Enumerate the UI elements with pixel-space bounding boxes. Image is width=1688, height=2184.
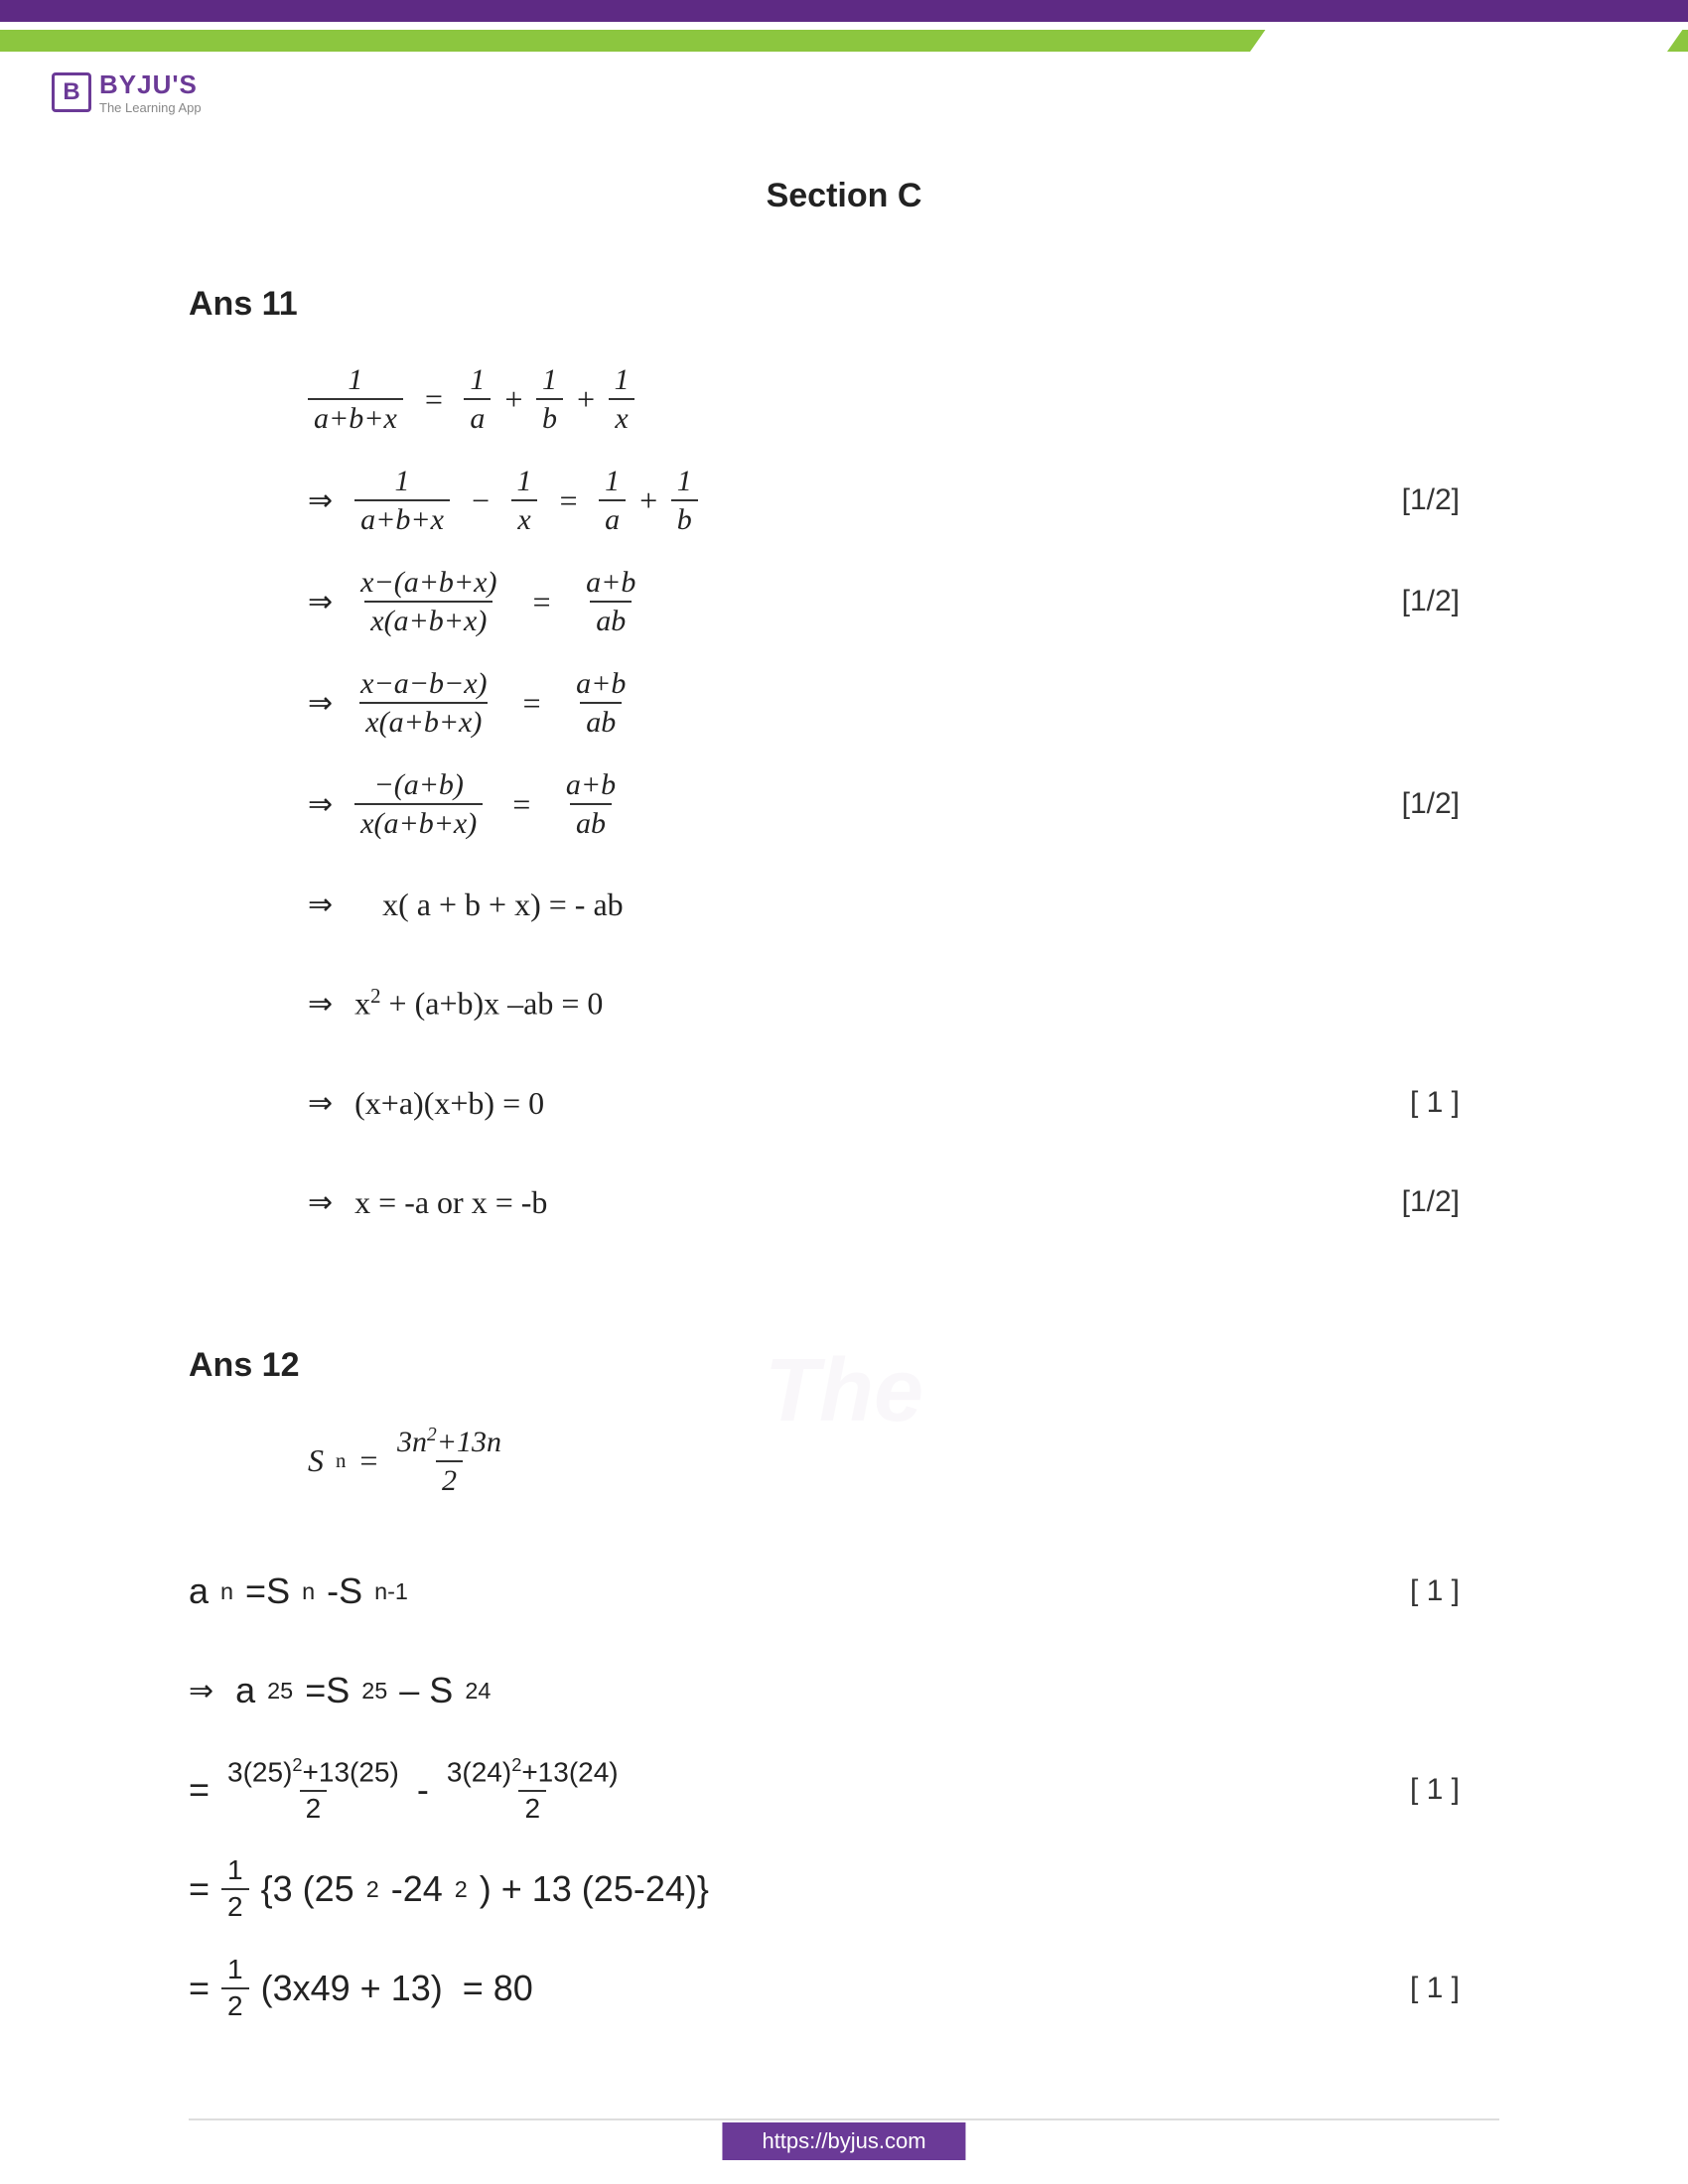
- step-row: =3(25)2+13(25)2 - 3(24)2+13(24)2 [ 1 ]: [189, 1755, 1499, 1825]
- step-row: ⇒ x2 + (a+b)x –ab = 0: [308, 969, 1499, 1038]
- math-expression: ⇒ x( a + b + x) = - ab: [308, 887, 624, 923]
- logo-icon: B: [52, 72, 91, 112]
- math-expression: ⇒ x2 + (a+b)x –ab = 0: [308, 985, 603, 1023]
- brand-name: BYJU'S: [99, 69, 202, 100]
- math-expression: ⇒x−a−b−x)x(a+b+x) = a+bab: [308, 667, 632, 739]
- formula-text: Sn = 3n2+13n2: [308, 1425, 507, 1497]
- brand-tagline: The Learning App: [99, 100, 202, 115]
- marks-label: [ 1 ]: [1410, 1086, 1499, 1120]
- math-expression: =12{3 (252-242) + 13 (25-24)}: [189, 1855, 709, 1923]
- marks-label: [ 1 ]: [1410, 1773, 1499, 1807]
- step-row: ⇒ (x+a)(x+b) = 0 [ 1 ]: [308, 1068, 1499, 1138]
- step-row: ⇒ x = -a or x = -b [1/2]: [308, 1167, 1499, 1237]
- marks-label: [ 1 ]: [1410, 1574, 1499, 1608]
- brand-logo: B BYJU'S The Learning App: [52, 69, 202, 115]
- step-row: 1a+b+x = 1a + 1b + 1x: [308, 363, 1499, 435]
- step-row: ⇒ x( a + b + x) = - ab: [308, 870, 1499, 939]
- step-row: =12 (3x49 + 13) = 80 [ 1 ]: [189, 1954, 1499, 2023]
- section-title: Section C: [0, 177, 1688, 215]
- footer-divider: [189, 2118, 1499, 2120]
- answer-12-label: Ans 12: [189, 1346, 1499, 1385]
- math-expression: ⇒a25=S25 – S24: [189, 1670, 491, 1711]
- step-row: an=Sn-Sn-1 [ 1 ]: [189, 1557, 1499, 1626]
- marks-label: [ 1 ]: [1410, 1972, 1499, 2005]
- marks-label: [1/2]: [1402, 1185, 1499, 1219]
- content-area: Ans 11 1a+b+x = 1a + 1b + 1x ⇒1a+b+x − 1x…: [0, 285, 1688, 2023]
- step-row: =12{3 (252-242) + 13 (25-24)}: [189, 1854, 1499, 1924]
- step-row: ⇒−(a+b)x(a+b+x) = a+bab [1/2]: [308, 768, 1499, 840]
- math-expression: =12 (3x49 + 13) = 80: [189, 1955, 533, 2022]
- marks-label: [1/2]: [1402, 585, 1499, 618]
- math-expression: =3(25)2+13(25)2 - 3(24)2+13(24)2: [189, 1755, 625, 1825]
- step-row: ⇒x−(a+b+x)x(a+b+x) = a+bab [1/2]: [308, 566, 1499, 637]
- green-stripe: [0, 22, 1688, 58]
- answer-12-formula: Sn = 3n2+13n2: [189, 1425, 1499, 1497]
- answer-11-label: Ans 11: [189, 285, 1499, 324]
- step-row: ⇒x−a−b−x)x(a+b+x) = a+bab: [308, 667, 1499, 739]
- answer-12-steps: an=Sn-Sn-1 [ 1 ] ⇒a25=S25 – S24 =3(25)2+13(…: [189, 1557, 1499, 2023]
- footer-url[interactable]: https://byjus.com: [722, 2122, 965, 2160]
- answer-11-steps: 1a+b+x = 1a + 1b + 1x ⇒1a+b+x − 1x = 1a +…: [189, 363, 1499, 1237]
- top-purple-banner: [0, 0, 1688, 22]
- math-expression: an=Sn-Sn-1: [189, 1570, 408, 1612]
- math-expression: ⇒1a+b+x − 1x = 1a + 1b: [308, 465, 698, 536]
- marks-label: [1/2]: [1402, 787, 1499, 821]
- step-row: ⇒1a+b+x − 1x = 1a + 1b [1/2]: [308, 465, 1499, 536]
- marks-label: [1/2]: [1402, 483, 1499, 517]
- math-expression: ⇒ (x+a)(x+b) = 0: [308, 1085, 544, 1122]
- math-expression: ⇒−(a+b)x(a+b+x) = a+bab: [308, 768, 622, 840]
- math-expression: ⇒ x = -a or x = -b: [308, 1184, 547, 1221]
- math-expression: ⇒x−(a+b+x)x(a+b+x) = a+bab: [308, 566, 641, 637]
- step-row: ⇒a25=S25 – S24: [189, 1656, 1499, 1725]
- math-expression: 1a+b+x = 1a + 1b + 1x: [308, 363, 635, 435]
